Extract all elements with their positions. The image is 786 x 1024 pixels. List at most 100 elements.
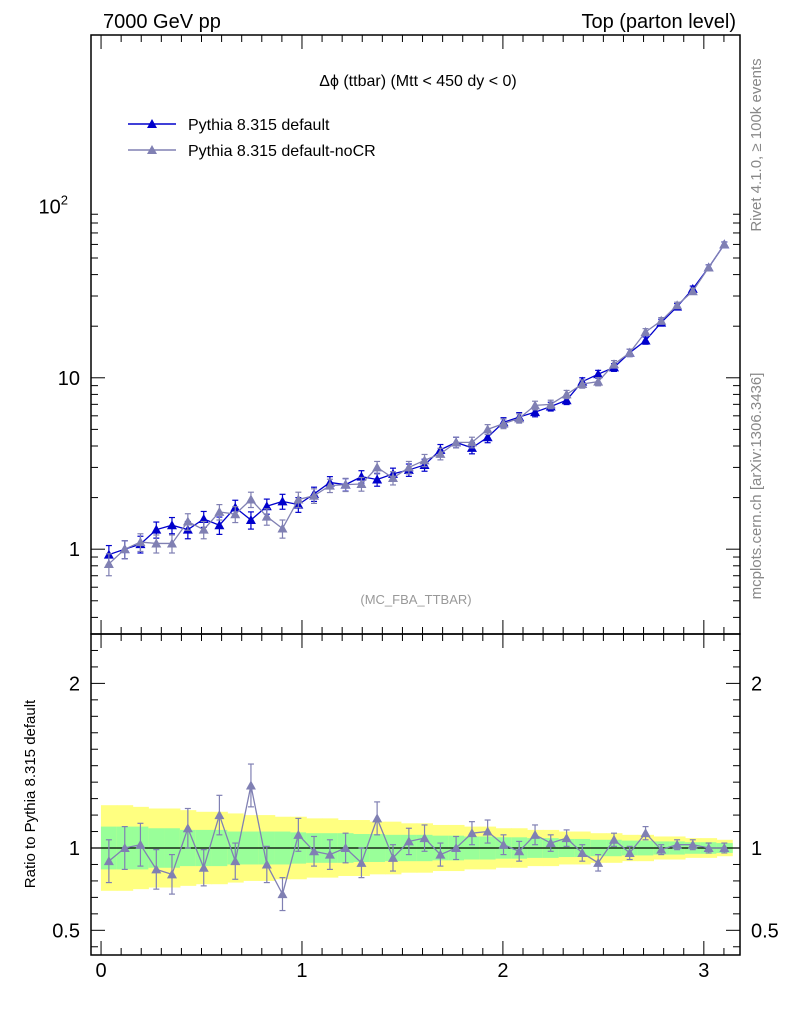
data-point — [277, 889, 288, 899]
data-point — [356, 479, 367, 489]
data-point — [451, 843, 462, 852]
data-point — [356, 857, 367, 867]
data-point — [435, 448, 446, 458]
data-point — [561, 395, 572, 405]
data-point — [166, 520, 177, 530]
data-point — [672, 839, 683, 849]
data-point — [703, 262, 714, 272]
data-point — [135, 839, 146, 849]
data-point — [498, 418, 509, 428]
data-point — [435, 849, 446, 859]
data-point — [403, 462, 414, 472]
data-point — [277, 496, 288, 506]
data-point — [166, 869, 177, 879]
data-point — [119, 544, 130, 554]
data-point — [466, 828, 477, 838]
data-point — [214, 520, 225, 530]
y-tick-label: 1 — [69, 539, 80, 561]
data-point — [135, 537, 146, 547]
ratio-ylabel: Ratio to Pythia 8.315 default — [22, 699, 39, 888]
y-tick-label-right: 2 — [751, 673, 762, 695]
data-point — [324, 849, 335, 859]
data-point — [198, 862, 209, 872]
series-nocr — [103, 239, 730, 577]
data-point — [561, 833, 572, 843]
y-tick-label: 10 — [58, 368, 80, 390]
y-tick-label-right: 1 — [751, 838, 762, 860]
series-default — [103, 239, 730, 566]
data-point — [151, 864, 162, 874]
data-point — [103, 856, 114, 866]
data-point — [609, 359, 620, 369]
y-tick-label: 1 — [69, 838, 80, 860]
data-point — [214, 810, 225, 820]
main-plot-panel: 1 10 102 Δϕ (ttbar) (Mtt < 450 dy < 0) (MC… — [39, 34, 741, 635]
rivet-label: Rivet 4.1.0, ≥ 100k events — [748, 58, 765, 231]
data-point — [656, 844, 667, 854]
header-left: 7000 GeV pp — [103, 11, 221, 33]
y-tick-label: 2 — [69, 673, 80, 695]
data-point — [245, 780, 256, 790]
data-point — [545, 838, 556, 848]
data-point — [561, 389, 572, 399]
data-point — [166, 538, 177, 548]
legend-marker — [147, 119, 157, 128]
data-point — [545, 399, 556, 409]
data-point — [293, 494, 304, 504]
data-point — [466, 437, 477, 447]
series-line — [108, 244, 725, 556]
data-point — [624, 347, 635, 357]
ratio-series-nocr — [103, 763, 730, 912]
data-point — [719, 239, 730, 249]
data-point — [309, 846, 320, 856]
data-point — [419, 455, 430, 465]
data-point — [182, 516, 193, 526]
data-point — [324, 480, 335, 490]
data-point — [387, 473, 398, 483]
data-point — [245, 515, 256, 525]
ratio-plot-panel: 0.5 0.5 1 1 2 2 0 1 2 3 Ratio to Pythia 8.315 def… — [22, 633, 779, 982]
data-point — [119, 843, 130, 852]
data-point — [577, 847, 588, 857]
data-point — [593, 857, 604, 867]
header-right: Top (parton level) — [581, 11, 736, 33]
data-point — [245, 494, 256, 504]
data-point — [672, 300, 683, 310]
data-point — [356, 471, 367, 481]
data-point — [230, 856, 241, 866]
data-point — [151, 538, 162, 548]
watermark: (MC_FBA_TTBAR) — [360, 592, 471, 607]
x-tick-label: 3 — [698, 960, 709, 982]
data-point — [261, 501, 272, 511]
data-point — [261, 511, 272, 521]
legend-label: Pythia 8.315 default — [188, 117, 330, 134]
ratio-line — [108, 785, 725, 896]
legend-label: Pythia 8.315 default-noCR — [188, 143, 376, 160]
mcplots-label: mcplots.cern.ch [arXiv:1306.3436] — [748, 373, 765, 600]
data-point — [530, 407, 541, 417]
data-point — [387, 852, 398, 862]
data-point — [577, 378, 588, 388]
data-point — [640, 828, 651, 838]
data-point — [624, 847, 635, 857]
data-point — [340, 843, 351, 852]
data-point — [403, 836, 414, 846]
data-point — [514, 413, 525, 423]
data-point — [640, 335, 651, 345]
x-tick-label: 0 — [95, 960, 106, 982]
y-tick-label: 102 — [39, 192, 68, 218]
data-point — [609, 834, 620, 844]
data-point — [182, 823, 193, 833]
series-line — [108, 244, 725, 565]
data-point — [261, 859, 272, 869]
data-point — [593, 376, 604, 386]
ratio-plot-frame — [90, 633, 741, 956]
data-point — [309, 490, 320, 500]
y-tick-label: 0.5 — [52, 920, 80, 942]
data-point — [419, 833, 430, 843]
data-point — [687, 286, 698, 296]
data-point — [719, 843, 730, 852]
data-point — [530, 829, 541, 839]
data-point — [151, 524, 162, 534]
